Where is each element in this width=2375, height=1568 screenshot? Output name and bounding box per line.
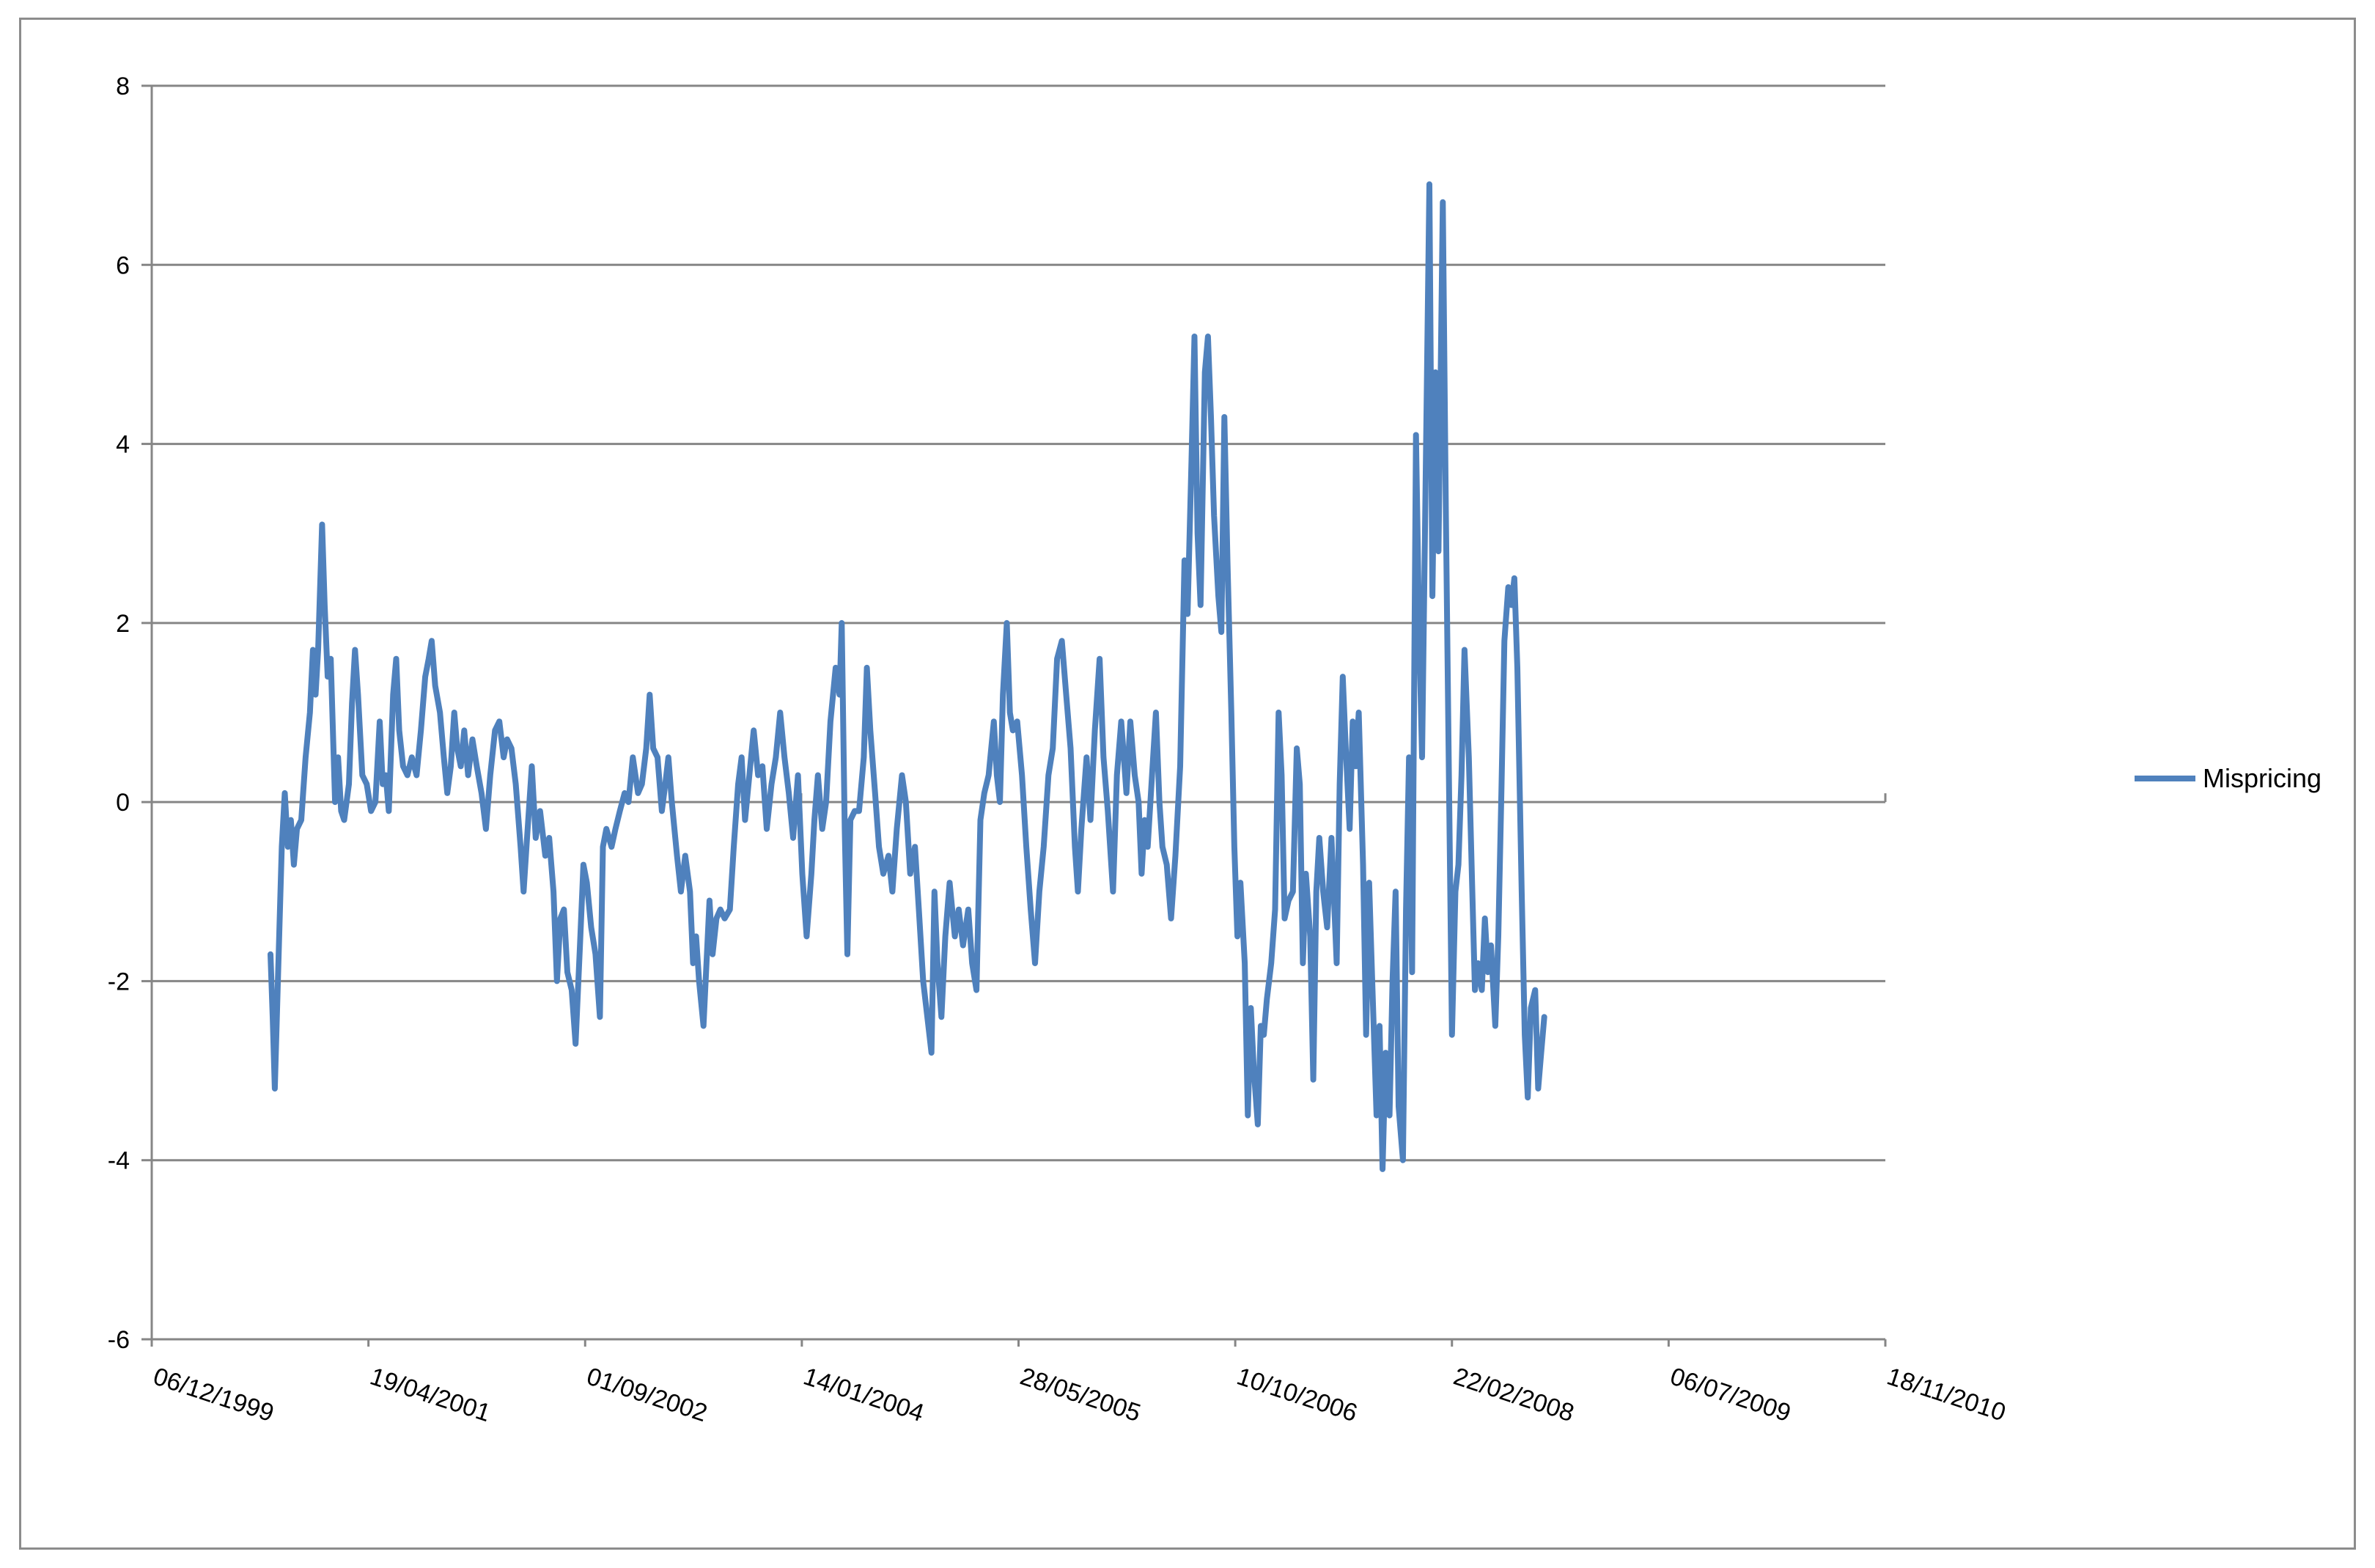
y-tick-label-0: -6 [108, 1326, 130, 1354]
x-tick-label-1: 19/04/2001 [367, 1362, 494, 1427]
y-tick-label-5: 4 [116, 431, 130, 459]
plot-series [268, 181, 1547, 1172]
y-tick-label-2: -2 [108, 968, 130, 995]
x-tick-label-8: 18/11/2010 [1884, 1362, 2009, 1427]
y-axis-tick-labels: -6 -4 -2 0 2 4 6 8 [108, 73, 130, 1354]
y-tick-label-7: 8 [116, 73, 130, 100]
gridlines [152, 84, 1885, 1162]
x-tick-label-7: 06/07/2009 [1667, 1362, 1794, 1427]
x-tick-label-5: 10/10/2006 [1234, 1362, 1361, 1427]
y-tick-label-1: -4 [108, 1147, 130, 1175]
series-line-0 [268, 181, 1547, 1172]
y-tick-label-3: 0 [116, 789, 130, 817]
x-axis-tick-labels: 06/12/1999 19/04/2001 01/09/2002 14/01/2004… [150, 1362, 2009, 1427]
legend-entry-0: Mispricing [2203, 763, 2321, 793]
y-tick-label-6: 6 [116, 251, 130, 279]
legend: Mispricing [2135, 763, 2321, 793]
x-tick-label-3: 14/01/2004 [800, 1362, 927, 1427]
x-tick-label-4: 28/05/2005 [1017, 1362, 1144, 1427]
x-tick-label-6: 22/02/2008 [1450, 1362, 1577, 1427]
x-tick-label-0: 06/12/1999 [150, 1362, 278, 1427]
x-tick-label-2: 01/09/2002 [583, 1362, 711, 1427]
chart-area [19, 18, 2356, 1550]
y-tick-label-4: 2 [116, 610, 130, 638]
